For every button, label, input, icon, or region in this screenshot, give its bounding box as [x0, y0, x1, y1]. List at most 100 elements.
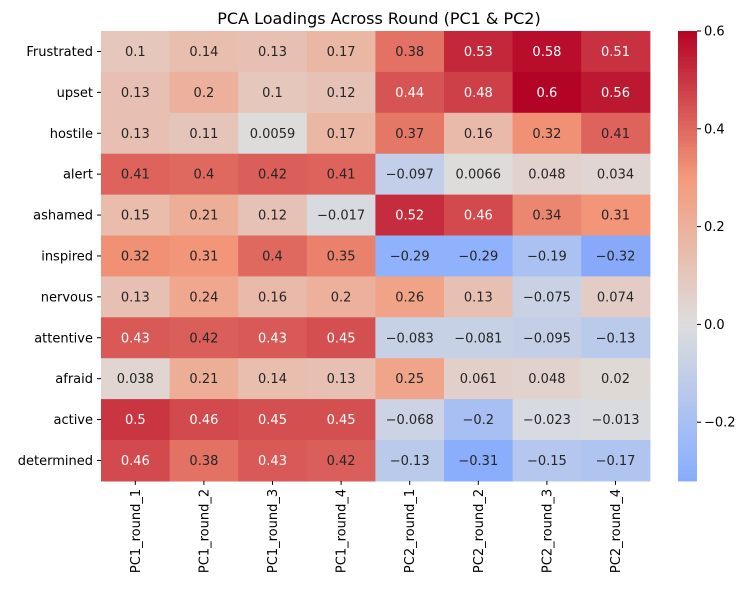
- colorbar-segment: [678, 117, 697, 122]
- colorbar-segment: [678, 462, 697, 467]
- colorbar-segment: [678, 248, 697, 253]
- colorbar-segment: [678, 31, 697, 36]
- heatmap-cell-label: −0.075: [523, 290, 571, 305]
- heatmap-cell: [581, 399, 651, 441]
- heatmap-cell-label: 0.41: [601, 127, 630, 142]
- heatmap-cell-label: 0.074: [597, 290, 634, 305]
- heatmap-cell-label: −0.097: [386, 168, 434, 183]
- colorbar-segment: [678, 289, 697, 294]
- heatmap-cell-label: 0.02: [601, 372, 630, 387]
- y-tick-label: ashamed: [33, 209, 93, 224]
- heatmap-cell-label: 0.15: [121, 209, 150, 224]
- heatmap-cell-label: −0.083: [386, 331, 434, 346]
- heatmap-cell-label: 0.25: [395, 372, 424, 387]
- heatmap-cell-label: 0.13: [327, 372, 356, 387]
- heatmap-cell: [581, 317, 651, 359]
- heatmap-cell-label: 0.45: [327, 413, 356, 428]
- colorbar-tick-label: 0.6: [704, 25, 725, 40]
- heatmap-cell-label: −0.023: [523, 413, 571, 428]
- y-tick-label: nervous: [41, 290, 93, 305]
- colorbar-segment: [678, 372, 697, 377]
- heatmap-cell-label: 0.41: [121, 168, 150, 183]
- heatmap-cell: [375, 194, 445, 237]
- heatmap-cell: [306, 31, 376, 73]
- heatmap-cell-label: 0.038: [117, 372, 154, 387]
- heatmap-cell: [581, 358, 651, 400]
- y-tick-label: determined: [18, 454, 93, 469]
- colorbar-segment: [678, 218, 697, 223]
- chart-title: PCA Loadings Across Round (PC1 & PC2): [217, 9, 540, 28]
- colorbar-segment: [678, 72, 697, 77]
- colorbar-segment: [678, 409, 697, 414]
- y-tick-label: alert: [63, 168, 93, 183]
- heatmap-cell: [375, 235, 445, 277]
- y-tick-label: attentive: [34, 331, 93, 346]
- colorbar-segment: [678, 38, 697, 43]
- x-tick-label: PC2_round_3: [540, 489, 555, 573]
- colorbar-segment: [678, 285, 697, 291]
- heatmap-cell: [169, 194, 239, 237]
- colorbar-segment: [678, 255, 697, 261]
- colorbar-segment: [678, 195, 697, 201]
- heatmap-cell: [306, 317, 376, 359]
- heatmap-cell: [375, 358, 445, 400]
- heatmap-cell-label: −0.15: [527, 454, 567, 469]
- colorbar-segment: [678, 102, 697, 107]
- heatmap-cell: [581, 276, 651, 318]
- heatmap-cell: [375, 276, 445, 318]
- colorbar-segment: [678, 274, 697, 279]
- heatmap-cell-label: 0.38: [189, 454, 218, 469]
- colorbar-segment: [678, 390, 697, 396]
- heatmap-cell: [444, 276, 514, 318]
- colorbar-segment: [678, 447, 697, 452]
- colorbar-segment: [678, 222, 697, 227]
- heatmap-cell-label: −0.095: [523, 331, 571, 346]
- colorbar-segment: [678, 405, 697, 411]
- colorbar-segment: [678, 177, 697, 182]
- colorbar-segment: [678, 240, 697, 246]
- colorbar-segment: [678, 120, 697, 126]
- colorbar-segment: [678, 327, 697, 332]
- colorbar-segment: [678, 128, 697, 133]
- colorbar-segment: [678, 98, 697, 103]
- colorbar-segment: [678, 450, 697, 456]
- colorbar-segment: [678, 83, 697, 88]
- colorbar-segment: [678, 323, 697, 328]
- heatmap-cell-label: 0.6: [537, 86, 558, 101]
- heatmap-cell: [306, 440, 376, 482]
- colorbar-segment: [678, 443, 697, 448]
- heatmap-cell-label: −0.2: [463, 413, 495, 428]
- heatmap-cell: [101, 440, 171, 482]
- x-tick-label: PC1_round_2: [197, 489, 212, 573]
- heatmap-cell-label: 0.13: [121, 127, 150, 142]
- heatmap-cell: [444, 399, 514, 441]
- heatmap-cell-label: 0.38: [395, 45, 424, 60]
- heatmap-cell-label: 0.034: [597, 168, 634, 183]
- y-tick-label: afraid: [55, 372, 93, 387]
- heatmap-cell: [101, 31, 171, 73]
- colorbar-segment: [678, 368, 697, 373]
- colorbar-segment: [678, 68, 697, 73]
- colorbar-segment: [678, 180, 697, 186]
- colorbar-segment: [678, 147, 697, 152]
- colorbar-segment: [678, 135, 697, 141]
- colorbar-segment: [678, 53, 697, 58]
- heatmap-cell-label: 0.34: [532, 209, 561, 224]
- heatmap-cell-label: 0.048: [528, 168, 565, 183]
- heatmap-cell: [444, 317, 514, 359]
- colorbar-tick-label: 0.0: [704, 318, 725, 333]
- heatmap-cell: [581, 235, 651, 277]
- heatmap-cell: [169, 358, 239, 400]
- heatmap-cell-label: 0.21: [189, 209, 218, 224]
- heatmap-cell: [306, 235, 376, 277]
- heatmap-cell-label: 0.52: [395, 209, 424, 224]
- colorbar-segment: [678, 308, 697, 313]
- heatmap-cell: [101, 235, 171, 277]
- heatmap-cell: [306, 153, 376, 196]
- heatmap-cell: [306, 358, 376, 400]
- heatmap-cell: [238, 317, 308, 359]
- heatmap-cell: [169, 317, 239, 359]
- y-tick-label: Frustrated: [26, 45, 93, 60]
- heatmap-cell-label: 0.46: [121, 454, 150, 469]
- heatmap-cell-label: 0.45: [258, 413, 287, 428]
